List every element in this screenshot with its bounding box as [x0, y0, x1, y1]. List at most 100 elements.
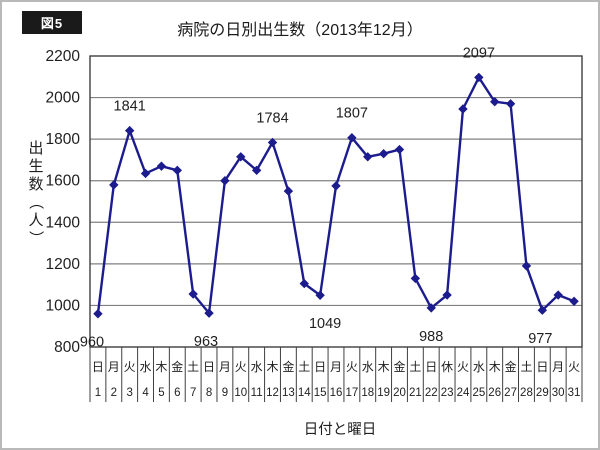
y-axis-title-char: （: [27, 194, 44, 209]
data-point: [109, 180, 119, 190]
weekday-label: 月: [108, 360, 120, 374]
y-axis-title-char: 出: [28, 140, 43, 157]
date-label: 4: [142, 387, 149, 399]
data-point: [458, 104, 468, 114]
weekday-label: 日: [314, 360, 326, 374]
date-label: 24: [457, 387, 470, 399]
data-point: [569, 296, 579, 306]
weekday-label: 日: [425, 360, 437, 374]
point-label: 1807: [336, 106, 368, 122]
weekday-label: 火: [235, 360, 247, 374]
point-label: 960: [80, 335, 104, 351]
date-label: 25: [472, 387, 485, 399]
data-point: [505, 99, 516, 109]
data-point: [331, 181, 341, 191]
point-label: 963: [194, 334, 218, 350]
date-label: 29: [536, 387, 549, 399]
date-label: 14: [298, 387, 311, 399]
weekday-label: 木: [378, 360, 390, 374]
weekday-label: 土: [409, 360, 421, 374]
weekday-label: 月: [219, 360, 231, 374]
point-label: 1784: [256, 110, 288, 126]
data-point: [537, 305, 548, 315]
weekday-label: 水: [140, 360, 152, 374]
date-label: 30: [552, 387, 565, 399]
data-point: [140, 168, 151, 179]
date-label: 19: [377, 387, 390, 399]
date-label: 11: [251, 387, 263, 399]
data-point: [363, 152, 373, 162]
weekday-label: 水: [473, 360, 485, 374]
y-tick-label: 1000: [46, 297, 81, 314]
data-point: [474, 72, 484, 83]
data-point: [236, 152, 246, 162]
point-label: 1841: [114, 99, 146, 115]
y-tick-label: 1800: [46, 131, 81, 148]
data-point: [347, 132, 357, 143]
date-label: 2: [111, 387, 117, 399]
y-tick-label: 1400: [46, 214, 81, 231]
y-tick-label: 2200: [46, 48, 81, 65]
weekday-label: 金: [282, 359, 294, 374]
y-axis-title-char: ）: [27, 230, 44, 245]
weekday-label: 土: [298, 360, 310, 374]
y-axis-title-char: 人: [28, 212, 43, 229]
date-label: 15: [314, 387, 327, 399]
date-label: 5: [158, 387, 164, 399]
date-label: 8: [206, 387, 212, 399]
weekday-label: 火: [346, 360, 358, 374]
date-label: 18: [361, 387, 374, 399]
weekday-label: 金: [505, 359, 517, 374]
data-point: [426, 303, 436, 313]
y-tick-label: 1600: [46, 173, 81, 190]
y-tick-label: 800: [54, 339, 80, 356]
data-point: [521, 261, 532, 271]
date-label: 6: [174, 387, 180, 399]
data-point: [204, 308, 214, 318]
weekday-label: 月: [330, 360, 342, 374]
data-point: [124, 125, 135, 136]
date-label: 16: [330, 387, 343, 399]
data-point: [553, 290, 563, 300]
weekday-label: 日: [203, 360, 215, 374]
data-point: [93, 309, 103, 319]
weekday-label: 水: [251, 360, 263, 374]
weekday-label: 木: [267, 360, 279, 374]
weekday-label: 火: [568, 360, 580, 374]
weekday-label: 月: [552, 360, 564, 374]
date-label: 7: [190, 387, 196, 399]
figure-number-badge: 図5: [22, 11, 82, 34]
y-axis-title-char: 数: [28, 176, 43, 193]
weekday-label: 火: [457, 360, 469, 374]
weekday-label: 土: [520, 360, 532, 374]
weekday-label: 水: [362, 360, 374, 374]
data-point: [378, 148, 389, 159]
data-point: [394, 144, 405, 155]
point-label: 2097: [463, 45, 495, 61]
data-point: [315, 290, 325, 300]
y-axis-title-char: 生: [28, 158, 43, 175]
date-label: 10: [234, 387, 247, 399]
data-point: [410, 273, 421, 284]
data-point: [267, 137, 278, 148]
date-label: 3: [126, 387, 132, 399]
weekday-label: 日: [536, 360, 548, 374]
point-label: 1049: [309, 316, 341, 332]
weekday-label: 木: [155, 360, 167, 374]
date-label: 22: [425, 387, 438, 399]
data-point: [172, 165, 182, 176]
date-label: 31: [568, 387, 581, 399]
date-label: 1: [95, 387, 101, 399]
data-point: [220, 176, 230, 186]
plot-border: [89, 55, 583, 348]
data-point: [283, 186, 294, 196]
date-label: 27: [504, 387, 517, 399]
weekday-label: 金: [171, 359, 183, 374]
date-label: 28: [520, 387, 533, 399]
date-label: 12: [266, 387, 279, 399]
x-axis-title: 日付と曜日: [304, 421, 377, 438]
date-label: 17: [345, 387, 358, 399]
data-point: [299, 278, 309, 289]
